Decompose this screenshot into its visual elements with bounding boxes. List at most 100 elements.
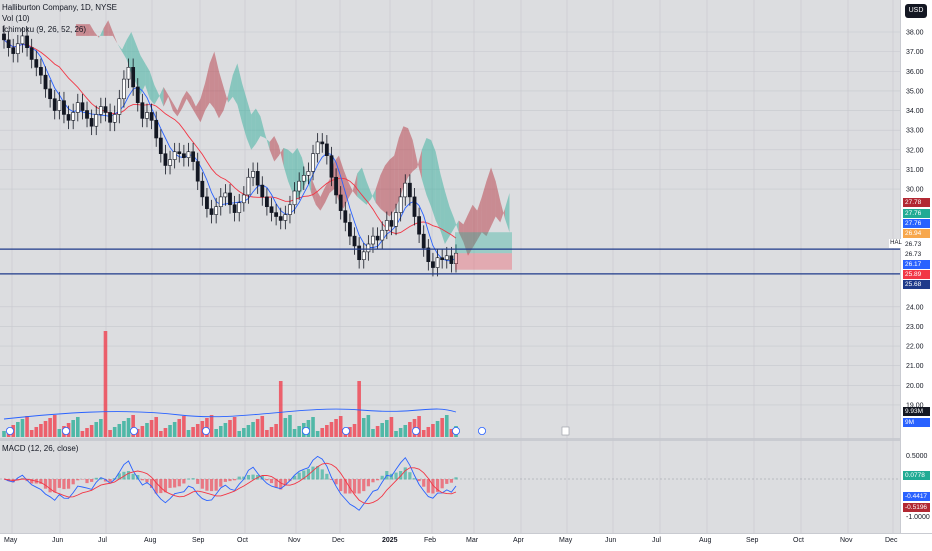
- macd-legend[interactable]: MACD (12, 26, close): [2, 444, 79, 453]
- volume-bar: [278, 381, 283, 437]
- macd-histogram-bar: [316, 466, 320, 480]
- candle-body: [214, 206, 219, 215]
- macd-histogram-bar: [454, 477, 458, 480]
- volume-bar: [398, 428, 403, 437]
- candle-body: [338, 194, 343, 211]
- price-tick-label: 35.00: [906, 88, 924, 95]
- ichimoku-cloud: [421, 138, 427, 195]
- volume-bar: [168, 425, 172, 437]
- candle-body: [301, 174, 306, 182]
- ichimoku-cloud: [126, 32, 132, 74]
- macd-histogram-bar: [173, 479, 177, 488]
- macd-histogram-bar: [237, 476, 241, 480]
- candle-body: [398, 196, 403, 213]
- candle-body: [154, 120, 159, 139]
- macd-histogram-bar: [103, 479, 108, 482]
- price-tick-label: 20.00: [906, 383, 924, 390]
- volume-bar: [172, 422, 177, 437]
- ichimoku-cloud: [477, 196, 482, 241]
- ichimoku-legend[interactable]: Ichimoku (9, 26, 52, 26): [2, 25, 87, 34]
- macd-histogram-bar: [53, 479, 57, 493]
- volume-bar: [366, 415, 371, 437]
- macd-histogram-bar: [431, 479, 435, 494]
- candle-body: [334, 176, 338, 196]
- macd-histogram-bar: [228, 479, 232, 482]
- ichimoku-cloud: [467, 204, 473, 256]
- macd-histogram-bar: [435, 479, 440, 492]
- candle-body: [131, 67, 136, 88]
- time-axis-label: Jul: [98, 537, 107, 544]
- macd-histogram-bar: [219, 479, 223, 487]
- volume-bar: [325, 425, 329, 437]
- ichimoku-cloud: [486, 167, 492, 237]
- volume-bar: [440, 418, 444, 437]
- ichimoku-cloud: [444, 191, 450, 245]
- volume-ma-line: [3, 408, 457, 420]
- volume-bar: [320, 428, 325, 437]
- volume-bar: [232, 417, 237, 437]
- macd-histogram-bar: [205, 479, 209, 491]
- ichimoku-cloud: [191, 96, 196, 115]
- chart-title-legend[interactable]: Halliburton Company, 1D, NYSE: [2, 3, 118, 12]
- price-tag: 9M: [903, 418, 930, 427]
- candle-body: [403, 182, 408, 198]
- volume-bar: [255, 419, 260, 437]
- time-axis-label: Nov: [840, 537, 853, 544]
- candle-body: [306, 171, 311, 176]
- macd-histogram-bar: [426, 479, 430, 493]
- candle-body: [191, 151, 196, 162]
- ichimoku-cloud: [454, 218, 459, 233]
- volume-bar: [315, 431, 320, 437]
- macd-histogram-bar: [39, 479, 43, 484]
- ichimoku-cloud: [449, 206, 455, 237]
- candle-body: [200, 180, 205, 198]
- ichimoku-cloud: [232, 63, 238, 105]
- candle-body: [357, 245, 362, 261]
- candle-body: [352, 235, 357, 247]
- macd-histogram-bar: [251, 474, 255, 480]
- candle-body: [117, 98, 122, 115]
- price-tag: 26.73: [903, 240, 930, 249]
- ichimoku-cloud: [241, 83, 247, 139]
- candle-body: [145, 112, 149, 119]
- time-axis-label: Feb: [424, 537, 437, 544]
- price-pane[interactable]: [0, 0, 900, 438]
- candle-body: [94, 114, 99, 127]
- candle-body: [57, 100, 62, 111]
- volume-bar: [209, 415, 214, 437]
- volume-bar: [357, 381, 361, 437]
- volume-bar: [195, 424, 200, 437]
- pane-separator[interactable]: [0, 438, 932, 441]
- volume-bar: [371, 429, 375, 437]
- price-tick-label: 31.00: [906, 167, 924, 174]
- volume-bar: [177, 419, 182, 437]
- candle-body: [324, 143, 329, 156]
- time-axis-label: Mar: [466, 537, 479, 544]
- volume-legend[interactable]: Vol (10): [2, 14, 30, 23]
- ichimoku-cloud: [186, 90, 192, 107]
- candle-body: [348, 222, 352, 237]
- ichimoku-cloud: [320, 187, 326, 211]
- macd-histogram-bar: [85, 479, 89, 484]
- ichimoku-cloud: [255, 108, 261, 144]
- position-loss-box: [455, 253, 512, 270]
- ichimoku-cloud: [412, 139, 418, 172]
- ichimoku-cloud: [361, 167, 367, 205]
- volume-bar: [94, 422, 99, 437]
- candle-body: [454, 252, 458, 264]
- candle-body: [426, 247, 431, 262]
- candle-body: [444, 255, 449, 261]
- time-axis-label: Apr: [513, 537, 524, 544]
- candle-body: [75, 102, 80, 113]
- macd-histogram-bar: [233, 479, 237, 481]
- volume-bar: [52, 415, 57, 437]
- volume-bar: [126, 418, 131, 437]
- candle-body: [25, 35, 29, 49]
- volume-bar: [246, 425, 251, 437]
- volume-bar: [145, 423, 149, 437]
- currency-button[interactable]: USD: [905, 4, 927, 18]
- ichimoku-cloud: [348, 181, 353, 199]
- time-axis-label: Oct: [793, 537, 804, 544]
- time-axis[interactable]: [0, 533, 932, 551]
- macd-value-tag: 0.0778: [903, 471, 930, 480]
